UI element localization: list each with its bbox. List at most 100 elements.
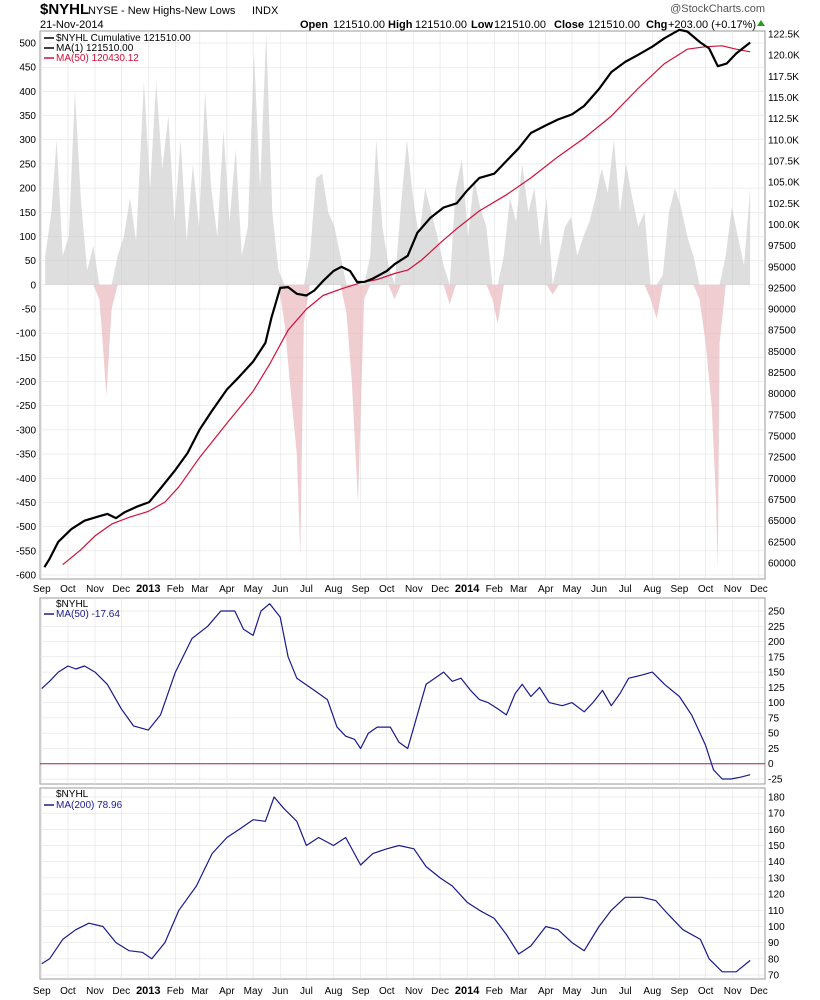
legend-ma1: MA(1) 121510.00: [56, 43, 134, 54]
ma50-tick-label: 250: [768, 607, 785, 618]
left-tick-label: -100: [16, 329, 36, 340]
x-tick-label: Nov: [724, 584, 742, 595]
low-label: Low: [471, 19, 493, 31]
left-tick-label: -200: [16, 377, 36, 388]
left-tick-label: -400: [16, 474, 36, 485]
x-tick-label: May: [244, 986, 263, 997]
ma200-tick-label: 140: [768, 857, 785, 868]
left-tick-label: 50: [25, 256, 37, 267]
legend-ma50b: MA(50) -17.64: [56, 609, 120, 620]
ma50-tick-label: 125: [768, 683, 785, 694]
right-tick-label: 90000: [768, 305, 796, 316]
left-tick-label: 200: [19, 184, 36, 195]
right-tick-label: 92500: [768, 283, 796, 294]
right-tick-label: 100.0K: [768, 220, 800, 231]
ma200-tick-label: 170: [768, 809, 785, 820]
left-tick-label: -550: [16, 546, 36, 557]
axes-layer: 500450400350300250200150100500-50-100-15…: [16, 30, 800, 998]
x-tick-label: Mar: [510, 986, 528, 997]
right-tick-label: 95000: [768, 262, 796, 273]
left-tick-label: 300: [19, 135, 36, 146]
x-tick-label: Nov: [86, 986, 104, 997]
x-tick-label: Jun: [272, 584, 288, 595]
right-tick-label: 102.5K: [768, 199, 800, 210]
up-arrow-icon: [757, 20, 765, 26]
x-tick-label: Sep: [352, 584, 370, 595]
main-legend: $NYHL Cumulative 121510.00 MA(1) 121510.…: [44, 33, 191, 64]
x-tick-label: 2014: [455, 583, 480, 595]
x-tick-label: Dec: [431, 986, 449, 997]
right-tick-label: 87500: [768, 326, 796, 337]
x-tick-label: Aug: [643, 986, 661, 997]
x-tick-label: Apr: [538, 986, 554, 997]
left-tick-label: 400: [19, 87, 36, 98]
x-tick-label: Apr: [219, 986, 235, 997]
ma200-tick-label: 180: [768, 793, 785, 804]
right-tick-label: 120.0K: [768, 51, 800, 62]
right-tick-label: 72500: [768, 453, 796, 464]
left-tick-label: 350: [19, 111, 36, 122]
ma50-tick-label: 175: [768, 652, 785, 663]
ma50-oscillator-line: [41, 603, 751, 780]
left-tick-label: -50: [22, 305, 37, 316]
x-tick-label: Oct: [698, 584, 714, 595]
x-tick-label: Oct: [698, 986, 714, 997]
legend-ma200: MA(200) 78.96: [56, 800, 123, 811]
x-tick-label: Nov: [405, 584, 423, 595]
right-tick-label: 62500: [768, 537, 796, 548]
right-tick-label: 110.0K: [768, 135, 799, 146]
ma50-tick-label: 225: [768, 622, 785, 633]
x-tick-label: Aug: [643, 584, 661, 595]
right-tick-label: 82500: [768, 368, 796, 379]
right-tick-label: 75000: [768, 432, 796, 443]
ticker-symbol: $NYHL: [40, 1, 89, 18]
chg-value: +203.00 (+0.17%): [668, 19, 756, 31]
x-tick-label: May: [563, 986, 582, 997]
chg-label: Chg: [646, 19, 667, 31]
x-tick-label: Sep: [33, 584, 51, 595]
right-tick-label: 77500: [768, 410, 796, 421]
low-value: 121510.00: [494, 19, 546, 31]
left-tick-label: 150: [19, 208, 36, 219]
x-tick-label: Jun: [591, 986, 607, 997]
ma50-tick-label: 200: [768, 637, 785, 648]
x-tick-label: Dec: [750, 986, 768, 997]
x-tick-label: Jul: [300, 584, 313, 595]
ma200-tick-label: 100: [768, 922, 785, 933]
close-value: 121510.00: [588, 19, 640, 31]
left-tick-label: 0: [30, 280, 36, 291]
x-tick-label: Jun: [591, 584, 607, 595]
daily-positive-area: [45, 33, 751, 285]
ma200-line: [41, 796, 751, 973]
x-tick-label: Oct: [60, 584, 76, 595]
x-tick-label: Dec: [431, 584, 449, 595]
x-tick-label: Mar: [510, 584, 528, 595]
x-tick-label: Dec: [112, 986, 130, 997]
ma50-legend: $NYHL MA(50) -17.64: [44, 599, 120, 620]
right-tick-label: 67500: [768, 495, 796, 506]
legend-nyhl-2: $NYHL: [56, 599, 89, 610]
ma200-tick-label: 150: [768, 841, 785, 852]
x-tick-label: Dec: [112, 584, 130, 595]
ma200-tick-label: 80: [768, 954, 780, 965]
x-tick-label: Mar: [191, 986, 209, 997]
x-tick-label: Sep: [33, 986, 51, 997]
left-tick-label: -600: [16, 571, 36, 582]
x-tick-label: Oct: [379, 584, 395, 595]
x-tick-label: Jul: [619, 986, 632, 997]
legend-nyhl-3: $NYHL: [56, 789, 89, 800]
left-tick-label: -150: [16, 353, 36, 364]
ma50-tick-label: 75: [768, 713, 780, 724]
ma50-tick-label: 50: [768, 729, 780, 740]
x-tick-label: May: [563, 584, 582, 595]
ma50-tick-label: 0: [768, 759, 774, 770]
ma50-tick-label: 25: [768, 744, 780, 755]
x-tick-label: Dec: [750, 584, 768, 595]
left-tick-label: -450: [16, 498, 36, 509]
x-tick-label: 2013: [136, 985, 160, 997]
ma200-panel-frame: [39, 787, 766, 980]
right-tick-label: 85000: [768, 347, 796, 358]
daily-bars-layer: [45, 33, 751, 571]
ma200-tick-label: 110: [768, 906, 784, 917]
